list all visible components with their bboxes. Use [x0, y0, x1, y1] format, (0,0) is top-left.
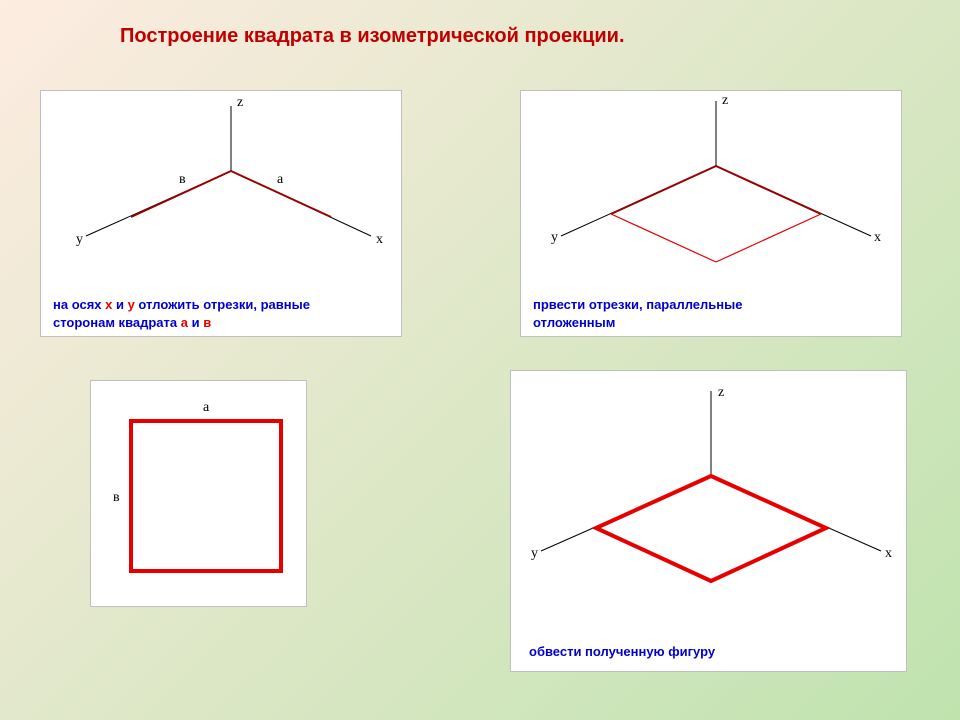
svg-text:z: z: [237, 95, 243, 110]
svg-text:x: x: [874, 230, 881, 245]
caption-step2: првести отрезки, параллельныеотложенным: [533, 296, 742, 332]
svg-text:z: z: [722, 93, 728, 108]
svg-text:y: y: [76, 232, 83, 247]
diagram-panel-3: aв: [90, 380, 307, 607]
svg-text:x: x: [376, 232, 383, 247]
isometric-rhombus-final: x y z: [511, 371, 906, 631]
diagram-panel-2: x y z првести отрезки, параллельныеотложен…: [520, 90, 902, 337]
diagram-panel-4: x y z обвести полученную фигуру: [510, 370, 907, 672]
svg-text:y: y: [531, 546, 538, 561]
isometric-axes-step1: x y z a в: [41, 91, 401, 291]
svg-text:z: z: [718, 385, 724, 400]
svg-text:y: y: [551, 230, 558, 245]
square-reference: aв: [91, 381, 306, 606]
svg-text:x: x: [885, 546, 892, 561]
diagram-panel-1: x y z a в на осях x и y отложить отрезки, ра…: [40, 90, 402, 337]
svg-text:a: a: [203, 400, 210, 415]
slide-title: Построение квадрата в изометрической про…: [120, 25, 625, 48]
svg-text:в: в: [113, 490, 120, 505]
svg-text:a: a: [277, 172, 284, 187]
caption-step4: обвести полученную фигуру: [529, 643, 715, 661]
isometric-rhombus-step2: x y z: [521, 91, 901, 291]
caption-step1: на осях x и y отложить отрезки, равныест…: [53, 296, 310, 332]
svg-text:в: в: [179, 172, 186, 187]
